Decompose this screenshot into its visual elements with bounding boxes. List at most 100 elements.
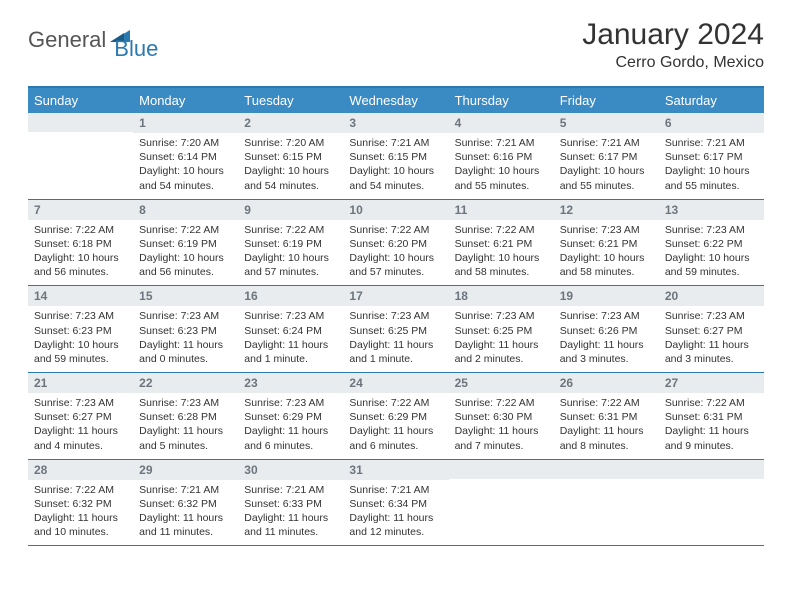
sunset-text: Sunset: 6:19 PM — [244, 237, 337, 251]
calendar-cell: 10Sunrise: 7:22 AMSunset: 6:20 PMDayligh… — [343, 200, 448, 286]
daylight-text: Daylight: 11 hours and 6 minutes. — [349, 424, 442, 452]
calendar-cell — [28, 113, 133, 199]
sunrise-text: Sunrise: 7:21 AM — [349, 136, 442, 150]
day-number: 27 — [659, 373, 764, 393]
day-number: 3 — [343, 113, 448, 133]
calendar-cell: 21Sunrise: 7:23 AMSunset: 6:27 PMDayligh… — [28, 373, 133, 459]
sunrise-text: Sunrise: 7:23 AM — [139, 309, 232, 323]
day-number: 29 — [133, 460, 238, 480]
calendar-cell: 12Sunrise: 7:23 AMSunset: 6:21 PMDayligh… — [554, 200, 659, 286]
day-details: Sunrise: 7:23 AMSunset: 6:27 PMDaylight:… — [28, 393, 133, 459]
weekday-label: Wednesday — [343, 88, 448, 113]
calendar-cell: 23Sunrise: 7:23 AMSunset: 6:29 PMDayligh… — [238, 373, 343, 459]
sunrise-text: Sunrise: 7:22 AM — [349, 396, 442, 410]
brand-part2: Blue — [114, 36, 158, 62]
day-number: 28 — [28, 460, 133, 480]
calendar-cell: 20Sunrise: 7:23 AMSunset: 6:27 PMDayligh… — [659, 286, 764, 372]
calendar-cell: 3Sunrise: 7:21 AMSunset: 6:15 PMDaylight… — [343, 113, 448, 199]
day-number — [28, 113, 133, 132]
daylight-text: Daylight: 10 hours and 55 minutes. — [560, 164, 653, 192]
day-number: 13 — [659, 200, 764, 220]
day-number: 8 — [133, 200, 238, 220]
sunrise-text: Sunrise: 7:22 AM — [34, 483, 127, 497]
sunset-text: Sunset: 6:17 PM — [560, 150, 653, 164]
day-details: Sunrise: 7:21 AMSunset: 6:15 PMDaylight:… — [343, 133, 448, 199]
day-number: 17 — [343, 286, 448, 306]
day-number — [659, 460, 764, 479]
day-number: 11 — [449, 200, 554, 220]
daylight-text: Daylight: 11 hours and 10 minutes. — [34, 511, 127, 539]
day-number: 15 — [133, 286, 238, 306]
sunrise-text: Sunrise: 7:21 AM — [455, 136, 548, 150]
day-details: Sunrise: 7:21 AMSunset: 6:16 PMDaylight:… — [449, 133, 554, 199]
calendar-cell: 24Sunrise: 7:22 AMSunset: 6:29 PMDayligh… — [343, 373, 448, 459]
sunset-text: Sunset: 6:28 PM — [139, 410, 232, 424]
day-details: Sunrise: 7:22 AMSunset: 6:20 PMDaylight:… — [343, 220, 448, 286]
daylight-text: Daylight: 10 hours and 58 minutes. — [455, 251, 548, 279]
daylight-text: Daylight: 10 hours and 56 minutes. — [34, 251, 127, 279]
sunset-text: Sunset: 6:31 PM — [560, 410, 653, 424]
calendar-week: 7Sunrise: 7:22 AMSunset: 6:18 PMDaylight… — [28, 200, 764, 287]
calendar-cell: 8Sunrise: 7:22 AMSunset: 6:19 PMDaylight… — [133, 200, 238, 286]
day-number: 14 — [28, 286, 133, 306]
day-number: 6 — [659, 113, 764, 133]
sunset-text: Sunset: 6:34 PM — [349, 497, 442, 511]
sunset-text: Sunset: 6:21 PM — [455, 237, 548, 251]
daylight-text: Daylight: 11 hours and 8 minutes. — [560, 424, 653, 452]
daylight-text: Daylight: 10 hours and 59 minutes. — [665, 251, 758, 279]
sunset-text: Sunset: 6:31 PM — [665, 410, 758, 424]
sunset-text: Sunset: 6:14 PM — [139, 150, 232, 164]
sunrise-text: Sunrise: 7:21 AM — [244, 483, 337, 497]
day-number: 9 — [238, 200, 343, 220]
sunset-text: Sunset: 6:27 PM — [665, 324, 758, 338]
daylight-text: Daylight: 11 hours and 11 minutes. — [139, 511, 232, 539]
sunrise-text: Sunrise: 7:23 AM — [34, 309, 127, 323]
day-details: Sunrise: 7:23 AMSunset: 6:22 PMDaylight:… — [659, 220, 764, 286]
sunset-text: Sunset: 6:19 PM — [139, 237, 232, 251]
sunrise-text: Sunrise: 7:22 AM — [560, 396, 653, 410]
day-number: 26 — [554, 373, 659, 393]
sunset-text: Sunset: 6:25 PM — [349, 324, 442, 338]
sunrise-text: Sunrise: 7:23 AM — [244, 309, 337, 323]
sunset-text: Sunset: 6:26 PM — [560, 324, 653, 338]
calendar-cell: 29Sunrise: 7:21 AMSunset: 6:32 PMDayligh… — [133, 460, 238, 546]
sunrise-text: Sunrise: 7:20 AM — [244, 136, 337, 150]
calendar-cell: 17Sunrise: 7:23 AMSunset: 6:25 PMDayligh… — [343, 286, 448, 372]
day-details: Sunrise: 7:23 AMSunset: 6:25 PMDaylight:… — [343, 306, 448, 372]
daylight-text: Daylight: 11 hours and 4 minutes. — [34, 424, 127, 452]
location-label: Cerro Gordo, Mexico — [582, 54, 764, 72]
calendar-cell: 7Sunrise: 7:22 AMSunset: 6:18 PMDaylight… — [28, 200, 133, 286]
brand-part1: General — [28, 27, 106, 53]
sunset-text: Sunset: 6:23 PM — [139, 324, 232, 338]
sunset-text: Sunset: 6:22 PM — [665, 237, 758, 251]
calendar-cell: 26 Sunrise: 7:22 AMSunset: 6:31 PMDayligh… — [554, 373, 659, 459]
day-number: 5 — [554, 113, 659, 133]
sunrise-text: Sunrise: 7:23 AM — [560, 223, 653, 237]
day-number: 18 — [449, 286, 554, 306]
day-number: 25 — [449, 373, 554, 393]
day-number: 7 — [28, 200, 133, 220]
weekday-label: Thursday — [449, 88, 554, 113]
sunset-text: Sunset: 6:33 PM — [244, 497, 337, 511]
sunset-text: Sunset: 6:29 PM — [244, 410, 337, 424]
weekday-header: Sunday Monday Tuesday Wednesday Thursday… — [28, 88, 764, 113]
day-details: Sunrise: 7:21 AMSunset: 6:33 PMDaylight:… — [238, 480, 343, 546]
sunrise-text: Sunrise: 7:23 AM — [455, 309, 548, 323]
calendar-cell: 4Sunrise: 7:21 AMSunset: 6:16 PMDaylight… — [449, 113, 554, 199]
sunrise-text: Sunrise: 7:22 AM — [349, 223, 442, 237]
day-number: 1 — [133, 113, 238, 133]
sunrise-text: Sunrise: 7:22 AM — [665, 396, 758, 410]
sunset-text: Sunset: 6:17 PM — [665, 150, 758, 164]
calendar-cell: 11 Sunrise: 7:22 AMSunset: 6:21 PMDayligh… — [449, 200, 554, 286]
day-details: Sunrise: 7:23 AMSunset: 6:23 PMDaylight:… — [28, 306, 133, 372]
day-number: 31 — [343, 460, 448, 480]
day-details: Sunrise: 7:21 AMSunset: 6:34 PMDaylight:… — [343, 480, 448, 546]
calendar-cell — [659, 460, 764, 546]
sunset-text: Sunset: 6:25 PM — [455, 324, 548, 338]
calendar-cell: 5Sunrise: 7:21 AMSunset: 6:17 PMDaylight… — [554, 113, 659, 199]
weekday-label: Friday — [554, 88, 659, 113]
daylight-text: Daylight: 10 hours and 55 minutes. — [455, 164, 548, 192]
day-details: Sunrise: 7:21 AMSunset: 6:17 PMDaylight:… — [659, 133, 764, 199]
daylight-text: Daylight: 11 hours and 1 minute. — [349, 338, 442, 366]
sunrise-text: Sunrise: 7:22 AM — [455, 223, 548, 237]
